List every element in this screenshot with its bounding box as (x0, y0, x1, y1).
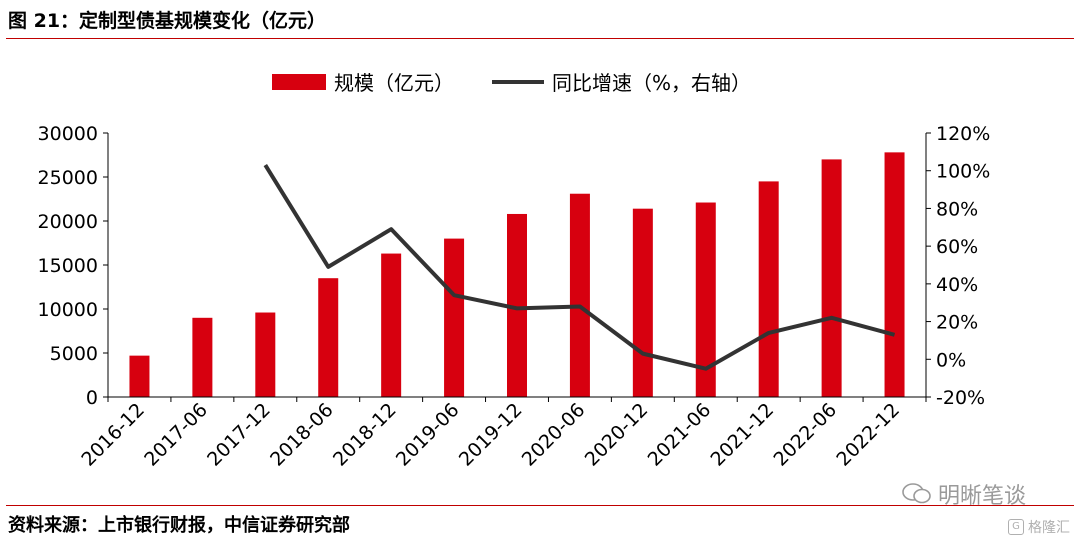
bar (758, 181, 779, 397)
x-tick-label: 2019-06 (392, 399, 464, 471)
x-tick-label: 2018-12 (329, 399, 401, 471)
bar (569, 193, 590, 397)
left-tick-label: 15000 (38, 255, 98, 277)
bar (129, 355, 150, 397)
right-tick-label: 20% (936, 312, 978, 334)
bar (255, 312, 276, 397)
left-tick-label: 25000 (38, 167, 98, 189)
x-tick-label: 2020-12 (581, 399, 653, 471)
bar (507, 213, 527, 397)
bar (884, 152, 905, 397)
right-tick-label: 60% (936, 236, 978, 258)
left-tick-label: 30000 (38, 123, 98, 145)
bar (632, 208, 653, 397)
source-divider (6, 505, 1074, 506)
x-tick-label: 2021-12 (707, 399, 779, 471)
legend: 规模（亿元） 同比增速（%，右轴） (272, 71, 751, 95)
bar (821, 159, 842, 397)
watermark-text: 明晰笔谈 (938, 484, 1027, 509)
right-tick-label: 120% (936, 123, 990, 145)
right-tick-label: 40% (936, 274, 978, 296)
watermark-secondary: G 格隆汇 (1008, 517, 1070, 537)
x-tick-label: 2017-12 (203, 399, 275, 471)
x-tick-label: 2020-06 (518, 399, 590, 471)
title-divider (6, 38, 1074, 39)
left-tick-label: 20000 (38, 211, 98, 233)
left-tick-label: 5000 (50, 343, 98, 365)
source-note: 资料来源：上市银行财报，中信证券研究部 (8, 515, 350, 536)
watermark: 明晰笔谈 (902, 478, 1026, 510)
right-tick-label: -20% (936, 387, 985, 409)
left-tick-label: 0 (86, 387, 98, 409)
bar (192, 317, 213, 397)
x-tick-label: 2022-06 (769, 399, 841, 471)
right-tick-label: 0% (936, 349, 966, 371)
watermark-secondary-text: 格隆汇 (1028, 520, 1070, 536)
bar (444, 238, 465, 397)
line-series (263, 164, 896, 371)
wechat-icon (902, 483, 931, 504)
bar-series (129, 152, 905, 397)
right-tick-label: 100% (936, 161, 990, 183)
right-axis: -20% 0% 20% 40% 60% 80% 100% 120% (925, 123, 990, 409)
bar (695, 202, 716, 397)
right-tick-label: 80% (936, 198, 978, 220)
legend-line-label: 同比增速（%，右轴） (552, 71, 751, 95)
gelonghui-icon: G (1008, 519, 1024, 535)
x-tick-label: 2017-06 (140, 399, 212, 471)
left-axis: 0 5000 10000 15000 20000 25000 30000 (38, 123, 109, 409)
x-axis: 2016-122017-062017-122018-062018-122019-… (77, 396, 927, 471)
x-tick-label: 2016-12 (77, 399, 149, 471)
x-tick-label: 2022-12 (832, 399, 904, 471)
chart-title: 图 21：定制型债基规模变化（亿元） (8, 10, 327, 32)
x-tick-label: 2019-12 (455, 399, 527, 471)
left-tick-label: 10000 (38, 299, 98, 321)
legend-bar-label: 规模（亿元） (334, 71, 454, 95)
legend-bar-swatch (272, 74, 326, 90)
bar (318, 278, 339, 397)
bar (381, 253, 402, 397)
chart: 规模（亿元） 同比增速（%，右轴） 0 5000 10000 15000 20000 250… (38, 71, 991, 471)
x-tick-label: 2021-06 (644, 399, 716, 471)
x-tick-label: 2018-06 (266, 399, 338, 471)
